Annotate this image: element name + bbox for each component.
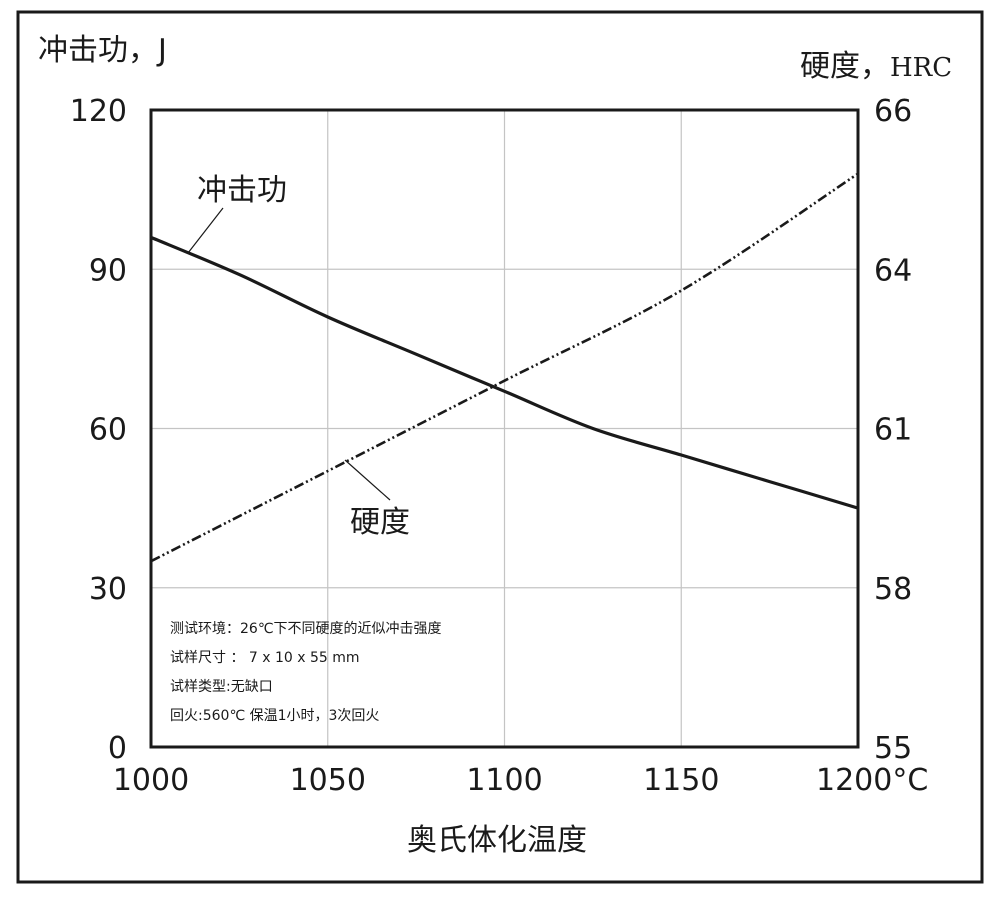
note-specimen-size: 试样尺寸 ： 7 x 10 x 55 mm xyxy=(170,650,360,666)
x-tick-label: 1150 xyxy=(643,763,719,798)
y-left-tick-label: 60 xyxy=(89,413,127,448)
x-tick-label: 1000 xyxy=(113,763,189,798)
plot-area xyxy=(149,108,860,749)
series-label-impact: 冲击功 xyxy=(197,173,287,208)
outer-frame xyxy=(16,10,984,884)
y-left-tick-label: 90 xyxy=(89,253,127,288)
x-tick-label: 1100 xyxy=(466,763,542,798)
series-line-impact-energy xyxy=(150,235,859,510)
x-tick-label: 1050 xyxy=(290,763,366,798)
y-left-tick-label: 0 xyxy=(108,731,127,766)
note-specimen-type: 试样类型:无缺口 xyxy=(170,679,273,695)
y-left-axis-title: 冲击功，J xyxy=(38,33,167,68)
y-left-tick-label: 30 xyxy=(89,572,127,607)
y-right-ticks: 55 58 61 64 66 xyxy=(874,94,912,766)
x-tick-label: 1200°C xyxy=(816,763,928,798)
y-right-tick-label: 64 xyxy=(874,253,912,288)
grid xyxy=(151,110,858,747)
leader-line-impact xyxy=(187,207,224,254)
series-label-hardness: 硬度 xyxy=(350,505,410,540)
leader-line-hardness xyxy=(344,459,391,501)
note-tempering: 回火:560℃ 保温1小时，3次回火 xyxy=(170,708,379,724)
y-right-tick-label: 61 xyxy=(874,413,912,448)
x-ticks: 1000 1050 1100 1150 1200°C xyxy=(113,763,928,798)
y-right-tick-label: 55 xyxy=(874,731,912,766)
y-left-ticks: 0 30 60 90 120 xyxy=(70,94,127,766)
series-layer xyxy=(150,172,859,563)
y-right-tick-label: 66 xyxy=(874,94,912,129)
y-right-axis-title: 硬度，HRC xyxy=(800,49,952,84)
series-line-hardness xyxy=(150,172,859,563)
y-right-tick-label: 58 xyxy=(874,572,912,607)
note-test-environment: 测试环境：26℃下不同硬度的近似冲击强度 xyxy=(170,621,442,637)
y-left-tick-label: 120 xyxy=(70,94,127,129)
x-axis-title: 奥氏体化温度 xyxy=(407,823,587,858)
